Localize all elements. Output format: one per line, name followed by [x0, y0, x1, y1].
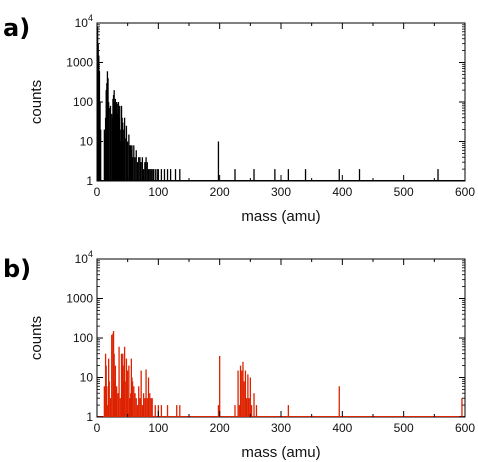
y-tick-label-a-1: 10 — [80, 135, 94, 149]
x-axis-title-b: mass (amu) — [241, 444, 320, 461]
x-tick-label-a-6: 600 — [455, 185, 475, 199]
x-tick-label-a-3: 300 — [271, 185, 291, 199]
x-ticks-a: 0 100 200 300 400 500 600 — [94, 23, 475, 199]
y-tick-label-b-0: 1 — [86, 410, 93, 424]
bars-a — [96, 26, 465, 181]
x-tick-label-a-4: 400 — [332, 185, 352, 199]
panel-label-b: b) — [3, 255, 31, 283]
x-tick-label-b-2: 200 — [210, 421, 230, 435]
x-axis-title-a: mass (amu) — [241, 208, 320, 225]
y-tick-label-b-2: 100 — [73, 331, 93, 345]
x-tick-label-b-0: 0 — [94, 421, 101, 435]
x-tick-label-b-6: 600 — [455, 421, 475, 435]
y-tick-label-b-4: 104 — [75, 249, 93, 266]
y-tick-label-a-3: 1000 — [66, 56, 93, 70]
y-axis-title-a: counts — [28, 80, 45, 124]
x-tick-label-a-5: 500 — [394, 185, 414, 199]
panel-label-a: a) — [3, 14, 30, 42]
x-tick-label-b-5: 500 — [394, 421, 414, 435]
x-tick-label-a-0: 0 — [94, 185, 101, 199]
x-tick-label-b-1: 100 — [148, 421, 168, 435]
y-ticks-a: 1 10 100 1000 104 — [66, 13, 465, 188]
x-tick-label-a-2: 200 — [210, 185, 230, 199]
panel-a: a) 0 100 200 300 400 500 600 1 10 100 1000 104 mas… — [3, 13, 475, 225]
y-tick-label-b-3: 1000 — [66, 292, 93, 306]
x-ticks-b: 0 100 200 300 400 500 600 — [94, 259, 475, 435]
y-tick-label-a-2: 100 — [73, 95, 93, 109]
y-tick-label-a-4: 104 — [75, 13, 93, 30]
plot-frame-b — [96, 258, 466, 418]
y-ticks-b: 1 10 100 1000 104 — [66, 249, 465, 424]
x-tick-label-b-4: 400 — [332, 421, 352, 435]
y-tick-label-b-1: 10 — [80, 371, 94, 385]
bars-b — [97, 331, 465, 417]
x-tick-label-a-1: 100 — [148, 185, 168, 199]
y-tick-label-a-0: 1 — [86, 174, 93, 188]
panel-b: b) 0 100 200 300 400 500 600 1 10 100 1000 104 mas… — [3, 249, 475, 461]
plot-frame-a — [96, 22, 466, 182]
y-axis-title-b: counts — [28, 316, 45, 360]
x-tick-label-b-3: 300 — [271, 421, 291, 435]
